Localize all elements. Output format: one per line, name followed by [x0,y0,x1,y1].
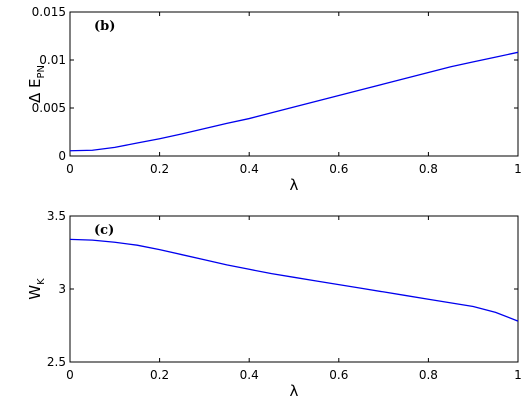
panel-c-axes-frame [69,215,519,363]
panel-c-label: (c) [94,223,114,238]
panel-b-series-line [69,51,519,152]
panel-b-xtick-label: 0.6 [329,162,348,176]
panel-c-xtick-label: 0.8 [419,368,438,382]
panel-c: 0 0.2 0.4 0.6 0.8 1 2.5 3 3.5 λ WK (c) [26,209,522,400]
panel-c-y-axis-label-subscript: K [36,278,47,285]
panel-b-xtick-label: 0.4 [240,162,259,176]
panel-b-xtick-label: 1 [514,162,522,176]
panel-c-xtick-label: 1 [514,368,522,382]
panel-c-xtick-label: 0.2 [150,368,169,382]
panel-b-y-axis-label: Δ EPN [26,65,47,103]
panel-b-ytick-label: 0.01 [39,53,66,67]
panel-c-xtick-label: 0 [66,368,74,382]
panel-c-ytick-label: 2.5 [47,355,66,369]
panel-b-xtick-label: 0 [66,162,74,176]
panel-c-y-axis-label-main: W [26,285,44,300]
panel-c-ytick-label: 3 [58,282,66,296]
panel-b-label: (b) [94,19,115,34]
panel-b-y-axis-label-main: Δ E [26,79,44,104]
panel-b-ytick-label: 0.005 [32,101,66,115]
panel-c-ytick-label: 3.5 [47,209,66,223]
panel-b-xtick-label: 0.8 [419,162,438,176]
panel-b-ytick-label: 0.015 [32,5,66,19]
panel-c-x-axis-label: λ [290,382,299,400]
panel-b: 0 0.2 0.4 0.6 0.8 1 0 0.005 0.01 0.015 λ Δ EPN (b) [26,5,522,194]
panel-c-xtick-label: 0.6 [329,368,348,382]
panel-c-xtick-label: 0.4 [240,368,259,382]
panel-b-xtick-label: 0.2 [150,162,169,176]
panel-b-y-axis-label-subscript: PN [36,65,47,79]
panel-b-axes-frame [69,11,519,157]
panel-b-ytick-label: 0 [58,149,66,163]
panel-c-series-line [69,238,519,322]
panel-c-y-axis-label: WK [26,278,47,300]
panel-b-x-axis-label: λ [290,176,299,194]
